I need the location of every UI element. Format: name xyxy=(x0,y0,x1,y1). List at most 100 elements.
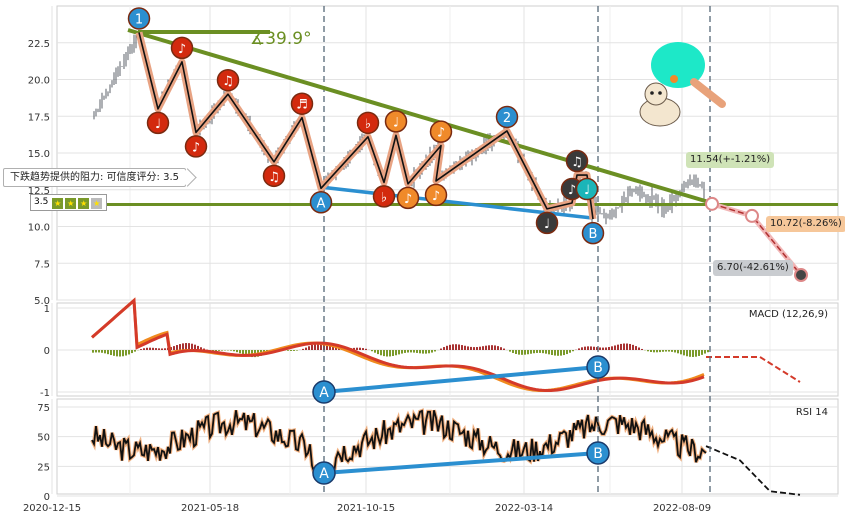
macd-bar xyxy=(494,345,496,350)
pivot-label: 1 xyxy=(135,12,143,27)
macd-bar xyxy=(218,350,220,351)
pivot-label: ♫ xyxy=(222,74,234,89)
macd-bar xyxy=(698,350,700,356)
macd-bar xyxy=(572,350,574,351)
star-icon: ★ xyxy=(65,198,76,209)
macd-bar xyxy=(521,350,523,355)
x-tick-label: 2020-12-15 xyxy=(23,503,81,514)
forecast-point xyxy=(795,269,807,281)
pivot-marker: ♪ xyxy=(172,37,193,58)
macd-bar xyxy=(527,350,529,354)
pivot-marker: B xyxy=(583,223,604,244)
macd-bar xyxy=(482,346,484,350)
macd-bar xyxy=(620,344,622,350)
rsi-tick-label: 50 xyxy=(37,433,50,444)
macd-bar xyxy=(677,350,679,353)
macd-bar xyxy=(305,348,307,350)
pivot-label: 2 xyxy=(503,111,511,126)
macd-bar xyxy=(239,350,241,353)
macd-bar xyxy=(95,350,97,352)
macd-bar xyxy=(557,350,559,356)
price-tick-label: 7.5 xyxy=(34,259,50,270)
pivot-label: ♪ xyxy=(404,192,412,207)
macd-bar xyxy=(590,346,592,350)
macd-bar xyxy=(428,350,430,353)
macd-bar xyxy=(608,347,610,350)
macd-bar xyxy=(623,344,625,350)
macd-bar xyxy=(461,345,463,350)
pivot-marker: A xyxy=(311,192,332,213)
pivot-marker: ♭ xyxy=(374,186,395,207)
macd-bar xyxy=(662,350,664,352)
macd-bar xyxy=(476,347,478,350)
macd-bar xyxy=(221,350,223,351)
x-tick-label: 2021-05-18 xyxy=(181,503,239,514)
price-tick-label: 10.0 xyxy=(28,223,50,234)
pivot-marker: ♩ xyxy=(577,179,598,200)
macd-bar xyxy=(695,350,697,357)
macd-bar xyxy=(566,350,568,354)
pivot-marker: ♩ xyxy=(537,212,558,233)
macd-bar xyxy=(638,348,640,350)
macd-bar xyxy=(395,350,397,355)
pivot-label: ♩ xyxy=(393,115,399,130)
macd-bar xyxy=(545,350,547,354)
macd-bar xyxy=(155,348,157,350)
rsi-tick-label: 0 xyxy=(44,492,50,503)
macd-bar xyxy=(449,345,451,350)
macd-bar xyxy=(413,350,415,353)
macd-bar xyxy=(92,350,94,353)
macd-bar xyxy=(383,350,385,356)
macd-bar xyxy=(539,350,541,353)
pivot-label: ♩ xyxy=(584,183,590,198)
macd-bar xyxy=(131,350,133,353)
trend-angle-label: ∡39.9° xyxy=(250,29,312,49)
pivot-marker: ♪ xyxy=(426,184,447,205)
macd-bar xyxy=(452,344,454,350)
forecast-point xyxy=(706,198,718,210)
star-icon: ★ xyxy=(52,198,63,209)
price-tick-label: 17.5 xyxy=(28,112,50,123)
divergence-marker: A xyxy=(313,381,335,403)
pivot-marker: ♬ xyxy=(292,93,313,114)
macd-bar xyxy=(689,350,691,357)
macd-bar xyxy=(110,350,112,355)
macd-bar xyxy=(116,350,118,356)
macd-bar xyxy=(443,347,445,350)
dog-head xyxy=(645,83,667,105)
dog-eye xyxy=(658,91,662,95)
rating-value: 3.5 xyxy=(34,197,48,207)
macd-bar xyxy=(491,345,493,350)
pivot-label: ♩ xyxy=(155,117,161,132)
pivot-marker: ♫ xyxy=(567,151,588,172)
macd-bar xyxy=(578,348,580,350)
rsi-tick-label: 25 xyxy=(37,462,50,473)
macd-bar xyxy=(497,346,499,350)
pivot-label: ♭ xyxy=(365,117,371,132)
macd-tick-label: 0 xyxy=(44,346,50,357)
pivot-label: A xyxy=(317,196,326,211)
macd-bar xyxy=(464,346,466,350)
macd-bar xyxy=(380,350,382,355)
macd-bar xyxy=(374,350,376,353)
macd-bar xyxy=(152,348,154,350)
divergence-label: A xyxy=(319,385,329,401)
macd-bar xyxy=(488,345,490,350)
macd-bar xyxy=(500,347,502,350)
macd-bar xyxy=(587,346,589,350)
divergence-marker: B xyxy=(587,356,609,378)
macd-bar xyxy=(404,350,406,353)
macd-bar xyxy=(581,347,583,350)
macd-bar xyxy=(173,346,175,350)
macd-bar xyxy=(515,350,517,354)
divergence-label: B xyxy=(593,446,603,462)
macd-bar xyxy=(179,344,181,350)
macd-bar xyxy=(407,350,409,353)
macd-bar xyxy=(629,344,631,350)
macd-tick-label: -1 xyxy=(40,388,50,399)
macd-bar xyxy=(524,350,526,355)
macd-bar xyxy=(593,347,595,350)
forecast-label-3: 6.70(-42.61%) xyxy=(713,260,793,276)
macd-bar xyxy=(707,350,709,352)
